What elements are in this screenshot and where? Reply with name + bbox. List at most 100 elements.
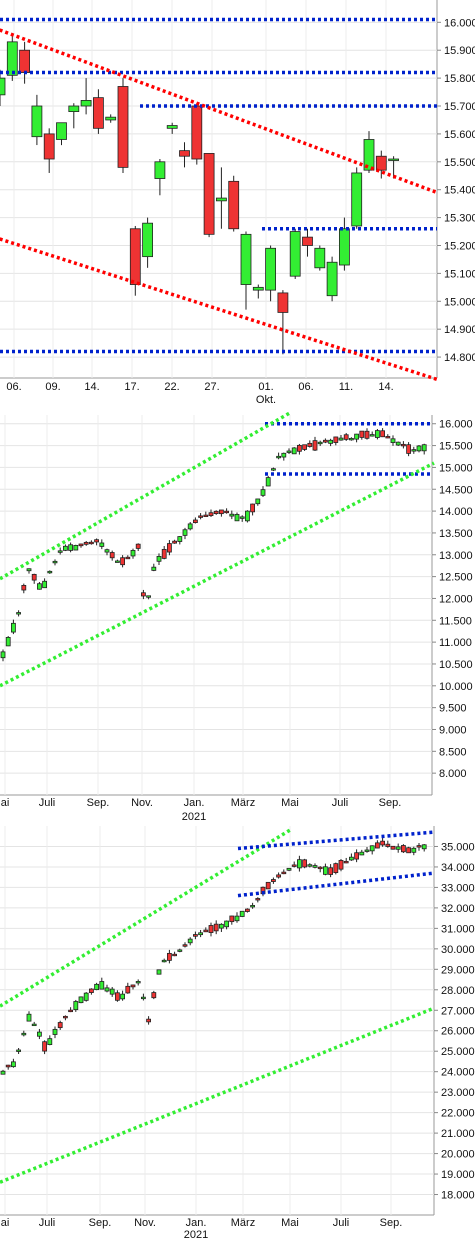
candle-down xyxy=(161,548,167,559)
candle-down xyxy=(63,1015,68,1019)
candle-down xyxy=(192,934,198,937)
candle-up xyxy=(239,516,245,519)
y-tick-label: 26.000 xyxy=(441,1026,475,1038)
candle-down xyxy=(140,592,146,597)
y-tick-label: 18.000 xyxy=(441,1190,475,1202)
candle-down xyxy=(31,573,37,581)
candle-up xyxy=(411,449,417,452)
candle-down xyxy=(229,915,235,923)
candle-up xyxy=(154,161,166,179)
candle-up xyxy=(296,859,302,869)
candle-up xyxy=(42,580,47,589)
candle-up xyxy=(63,545,68,551)
candle-up xyxy=(26,1013,32,1022)
y-tick-label: 20.000 xyxy=(441,1149,475,1161)
y-tick-label: 25.000 xyxy=(441,1046,475,1058)
candle-down xyxy=(179,150,190,157)
candle-up xyxy=(99,981,105,990)
trend-line xyxy=(0,1006,435,1184)
candle-down xyxy=(182,944,188,947)
candle-down xyxy=(213,923,219,932)
candle-down xyxy=(406,444,412,454)
y-tick-label: 30.000 xyxy=(441,944,475,956)
candle-down xyxy=(333,863,339,874)
y-tick-label: 32.000 xyxy=(441,903,475,915)
x-tick-label: Mai xyxy=(281,797,299,809)
candle-down xyxy=(93,97,104,129)
candle-up xyxy=(156,556,162,562)
candle-down xyxy=(68,1009,73,1013)
candle-down xyxy=(151,992,157,999)
candle-up xyxy=(411,847,417,853)
candle-up xyxy=(234,915,240,922)
y-tick-label: 15.500 xyxy=(439,441,473,453)
candle-down xyxy=(42,1041,47,1052)
candle-down xyxy=(109,552,115,559)
candle-down xyxy=(198,515,204,518)
candle-down xyxy=(19,49,31,73)
candle-down xyxy=(130,984,136,988)
x-tick-label: 01. xyxy=(258,381,273,393)
candle-up xyxy=(52,560,58,564)
y-tick-label: 15.000 xyxy=(439,462,473,474)
candle-up xyxy=(52,1028,58,1035)
candle-up xyxy=(421,844,427,850)
x-tick-label: Sep. xyxy=(87,797,110,809)
candle-up xyxy=(26,568,32,572)
y-tick-label: 16.000 xyxy=(444,17,475,29)
candle-down xyxy=(203,929,209,933)
trend-line xyxy=(0,28,438,195)
x-tick-label: März xyxy=(231,797,255,809)
candle-up xyxy=(244,510,250,522)
candle-down xyxy=(208,512,214,517)
candle-down xyxy=(338,860,344,870)
candle-down xyxy=(277,292,289,313)
candle-up xyxy=(166,125,178,129)
candle-up xyxy=(37,583,42,590)
y-tick-label: 10.500 xyxy=(439,659,473,671)
x-sub-label: Okt. xyxy=(256,394,276,406)
candle-down xyxy=(166,952,172,961)
candle-up xyxy=(328,439,334,444)
x-sub-label: 2021 xyxy=(184,1229,208,1241)
y-tick-label: 11.500 xyxy=(439,615,472,627)
x-tick-label: Jan. xyxy=(186,1217,207,1229)
candle-up xyxy=(255,498,261,505)
candle-down xyxy=(135,543,141,549)
candle-up xyxy=(395,846,401,850)
candle-up xyxy=(281,452,287,458)
candle-up xyxy=(265,477,271,487)
candle-down xyxy=(172,953,178,957)
candle-up xyxy=(47,1038,53,1045)
candle-up xyxy=(31,1023,37,1027)
y-tick-label: 15.500 xyxy=(444,157,475,169)
candle-down xyxy=(125,985,131,994)
candle-up xyxy=(16,1049,22,1052)
y-tick-label: 15.200 xyxy=(444,240,475,252)
y-tick-label: 14.500 xyxy=(439,484,473,496)
candle-down xyxy=(307,442,313,447)
candle-down xyxy=(172,540,178,544)
candle-up xyxy=(135,981,141,984)
x-tick-label: 06. xyxy=(298,381,313,393)
candle-up xyxy=(105,116,117,121)
candle-down xyxy=(89,541,94,545)
x-tick-label: 17. xyxy=(124,381,139,393)
y-tick-label: 15.000 xyxy=(444,296,475,308)
x-tick-label: Juli xyxy=(39,797,56,809)
candle-up xyxy=(37,1031,42,1037)
x-tick-label: Sep. xyxy=(379,797,402,809)
candle-up xyxy=(16,612,22,615)
candle-down xyxy=(244,908,250,912)
candle-down xyxy=(43,133,55,160)
candle-up xyxy=(115,560,120,563)
x-tick-label: Nov. xyxy=(131,797,153,809)
x-tick-label: Juli xyxy=(39,1217,56,1229)
y-tick-label: 11.000 xyxy=(439,637,472,649)
candle-down xyxy=(166,543,172,553)
candle-up xyxy=(240,233,252,285)
candle-up xyxy=(250,905,256,908)
candle-down xyxy=(78,543,84,547)
candle-up xyxy=(363,139,375,171)
